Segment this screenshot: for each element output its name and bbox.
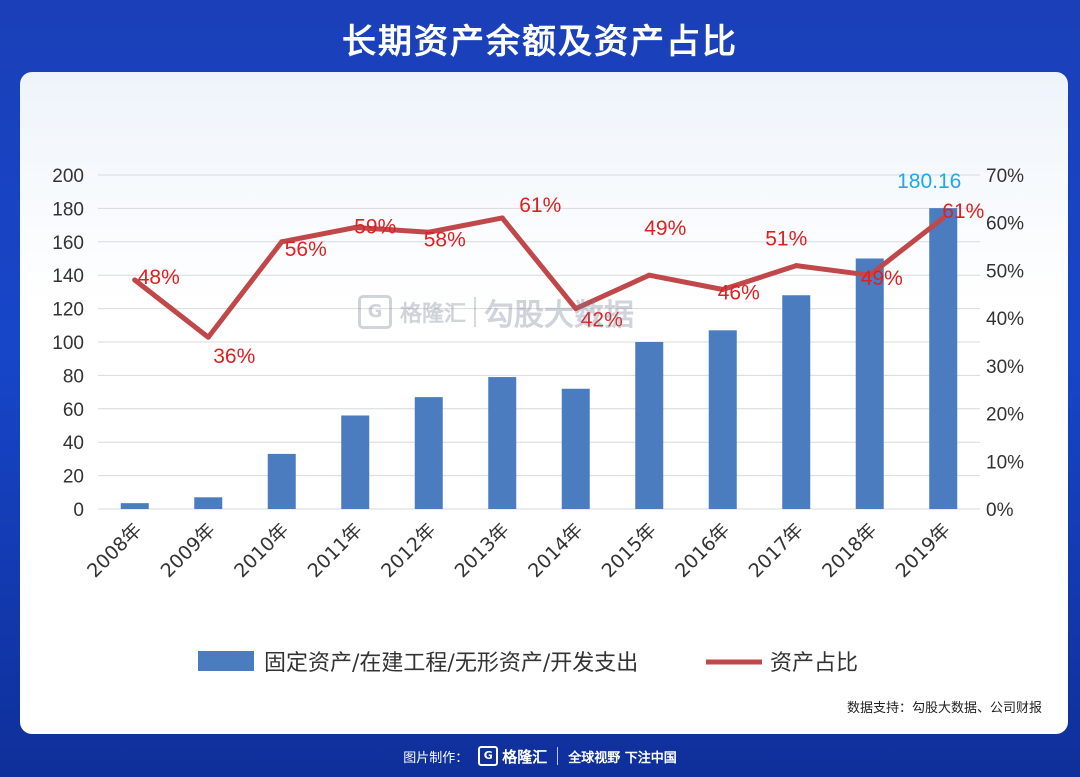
bar bbox=[194, 497, 223, 509]
footer: 图片制作： G 格隆汇 全球视野 下注中国 bbox=[0, 744, 1080, 768]
legend-bar-swatch bbox=[198, 651, 254, 671]
y-right-tick-label: 70% bbox=[986, 166, 1024, 187]
x-tick-label: 2011年 bbox=[304, 519, 367, 582]
y-right-tick-label: 60% bbox=[986, 214, 1024, 235]
y-right-tick-label: 40% bbox=[986, 309, 1024, 330]
bar bbox=[488, 377, 517, 509]
x-tick-label: 2009年 bbox=[157, 519, 220, 582]
bar bbox=[708, 330, 737, 509]
y-right-tick-label: 20% bbox=[986, 405, 1024, 426]
bar bbox=[341, 415, 370, 509]
y-left-tick-label: 180 bbox=[52, 199, 84, 220]
line-data-label: 36% bbox=[213, 345, 255, 368]
bar bbox=[929, 208, 958, 509]
line-point bbox=[573, 306, 579, 312]
footer-slogan: 全球视野 下注中国 bbox=[568, 750, 677, 766]
chart-panel: 0 20 40 60 80 100 120 140 160 180 200 0% 10% 20% 30% 40… bbox=[20, 72, 1068, 734]
footer-label: 图片制作： bbox=[403, 750, 469, 766]
footer-logo-icon: G bbox=[478, 746, 499, 766]
bar bbox=[635, 342, 664, 509]
footer-divider bbox=[557, 747, 559, 765]
line-data-label: 59% bbox=[354, 215, 396, 238]
x-tick-label: 2012年 bbox=[377, 519, 440, 582]
y-left-tick-label: 140 bbox=[52, 266, 84, 287]
line-point bbox=[132, 277, 138, 283]
x-tick-label: 2016年 bbox=[671, 519, 734, 582]
line-point bbox=[352, 224, 358, 230]
footer-logo: G 格隆汇 bbox=[478, 746, 547, 767]
line-data-label: 42% bbox=[581, 309, 623, 332]
line-point bbox=[867, 272, 873, 278]
x-tick-label: 2019年 bbox=[892, 519, 955, 582]
x-tick-label: 2008年 bbox=[83, 519, 146, 582]
bar-value-label: 180.16 bbox=[897, 170, 961, 193]
line-point bbox=[940, 215, 946, 221]
y-right-tick-label: 50% bbox=[986, 261, 1024, 282]
line-data-label: 48% bbox=[138, 266, 180, 289]
line-data-label: 49% bbox=[861, 267, 903, 290]
x-tick-label: 2014年 bbox=[524, 519, 587, 582]
line-point bbox=[720, 287, 726, 293]
line-point bbox=[646, 272, 652, 278]
y-left-tick-label: 60 bbox=[63, 400, 84, 421]
chart-svg: 0 20 40 60 80 100 120 140 160 180 200 0% 10% 20% 30% 40… bbox=[52, 166, 1024, 676]
x-tick-label: 2015年 bbox=[598, 519, 661, 582]
bar bbox=[267, 453, 296, 509]
bar bbox=[782, 295, 811, 509]
bar bbox=[855, 258, 884, 509]
line-data-label: 49% bbox=[644, 217, 686, 240]
x-tick-label: 2017年 bbox=[745, 519, 808, 582]
y-right-tick-label: 10% bbox=[986, 452, 1024, 473]
line-data-label: 46% bbox=[718, 282, 760, 305]
bar bbox=[561, 388, 590, 509]
line-data-label: 61% bbox=[519, 194, 561, 217]
line-point bbox=[499, 215, 505, 221]
legend-line-label: 资产占比 bbox=[770, 651, 858, 676]
y-left-tick-label: 20 bbox=[63, 467, 84, 488]
line-point bbox=[793, 263, 799, 269]
y-left-tick-label: 160 bbox=[52, 233, 84, 254]
y-left-tick-label: 120 bbox=[52, 300, 84, 321]
line-series-asset-ratio bbox=[132, 215, 946, 340]
y-left-tick-label: 100 bbox=[52, 333, 84, 354]
line-data-label: 51% bbox=[765, 228, 807, 251]
x-tick-label: 2018年 bbox=[818, 519, 881, 582]
bar bbox=[414, 397, 443, 509]
y-left-tick-label: 0 bbox=[73, 500, 84, 521]
legend-bar-label: 固定资产/在建工程/无形资产/开发支出 bbox=[264, 651, 638, 676]
y-right-tick-label: 30% bbox=[986, 357, 1024, 378]
source-note: 数据支持：勾股大数据、公司财报 bbox=[846, 701, 1042, 716]
chart-title: 长期资产余额及资产占比 bbox=[342, 22, 738, 62]
line-data-label: 58% bbox=[424, 228, 466, 251]
y-left-tick-label: 200 bbox=[52, 166, 84, 187]
line-point bbox=[279, 239, 285, 245]
line-data-label: 56% bbox=[285, 238, 327, 261]
line-point bbox=[205, 334, 211, 340]
y-left-tick-label: 80 bbox=[63, 366, 84, 387]
line-point bbox=[426, 229, 432, 235]
line-data-label: 61% bbox=[942, 200, 984, 223]
y-right-tick-label: 0% bbox=[986, 500, 1014, 521]
y-left-tick-label: 40 bbox=[63, 433, 84, 454]
x-tick-label: 2010年 bbox=[230, 519, 293, 582]
footer-brand: 格隆汇 bbox=[502, 747, 548, 766]
x-tick-label: 2013年 bbox=[451, 519, 514, 582]
bar bbox=[120, 503, 149, 509]
